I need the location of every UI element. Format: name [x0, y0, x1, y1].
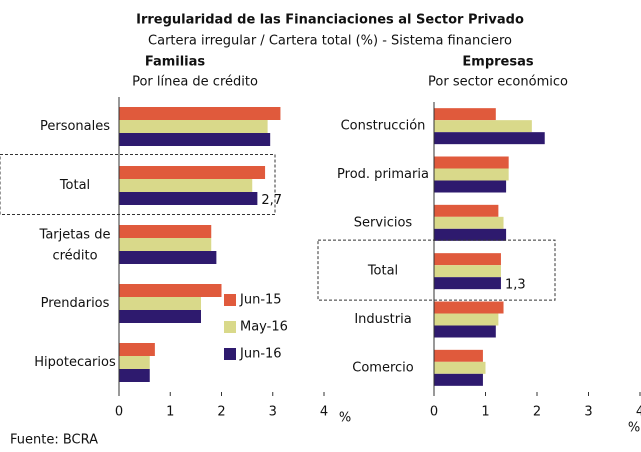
bar [119, 225, 212, 238]
bar [119, 179, 253, 192]
bar [119, 310, 201, 323]
bar [434, 132, 545, 145]
panel-title: Familias [145, 55, 206, 70]
highlight-box [0, 154, 276, 215]
bar [119, 284, 222, 297]
x-axis-label: % [628, 421, 640, 436]
legend-label: Jun-16 [239, 347, 282, 362]
bar [434, 216, 504, 229]
bar [119, 166, 266, 179]
x-tick-label: 0 [115, 405, 123, 420]
legend-swatch [224, 294, 236, 306]
bar [119, 369, 150, 382]
bar [119, 133, 271, 146]
bar [434, 253, 501, 266]
bar [119, 192, 258, 205]
y-tick-label: Prendarios [41, 296, 110, 311]
bar [119, 120, 268, 133]
bar [434, 301, 504, 314]
x-tick-label: 4 [636, 405, 641, 420]
value-label: 2,7 [261, 193, 282, 208]
x-tick-label: 3 [269, 405, 277, 420]
bar [434, 204, 499, 217]
x-tick-label: 4 [320, 405, 328, 420]
source: Fuente: BCRA [10, 433, 98, 448]
panel-subtitle: Por sector económico [428, 75, 568, 90]
bar [434, 373, 483, 386]
y-tick-label: Servicios [354, 215, 413, 230]
bar [434, 277, 501, 290]
bar [434, 265, 501, 278]
title: Irregularidad de las Financiaciones al S… [136, 13, 524, 28]
legend-label: Jun-15 [239, 293, 282, 308]
legend-swatch [224, 348, 236, 360]
x-tick-label: 2 [533, 405, 541, 420]
bar [119, 297, 201, 310]
bar [434, 156, 509, 169]
bar [119, 356, 150, 369]
y-tick-label: Total [59, 178, 90, 193]
bar [434, 361, 486, 374]
subtitle: Cartera irregular / Cartera total (%) - … [148, 34, 512, 49]
bar [119, 251, 217, 264]
x-tick-label: 1 [481, 405, 489, 420]
bar [119, 238, 212, 251]
bar [119, 107, 281, 120]
highlight-box [317, 239, 556, 301]
bar [434, 108, 496, 121]
y-tick-label: Comercio [352, 360, 414, 375]
x-tick-label: 2 [217, 405, 225, 420]
panel-subtitle: Por línea de crédito [132, 75, 258, 90]
bar [434, 168, 509, 181]
y-tick-label: Personales [40, 119, 110, 134]
bar [434, 120, 532, 133]
bar [434, 228, 507, 241]
x-tick-label: 0 [430, 405, 438, 420]
y-tick-label: Construcción [341, 119, 426, 134]
y-tick-label: Total [367, 264, 398, 279]
x-axis-label: % [339, 411, 351, 426]
y-tick-label: Hipotecarios [34, 355, 116, 370]
bar [434, 313, 499, 326]
bar [119, 343, 155, 356]
panel-title: Empresas [462, 55, 533, 70]
legend-label: May-16 [240, 320, 288, 335]
bar [434, 180, 507, 193]
y-tick-label: Industria [354, 312, 411, 327]
y-tick-label: Prod. primaria [337, 167, 429, 182]
legend-swatch [224, 321, 236, 333]
x-tick-label: 3 [584, 405, 592, 420]
x-tick-label: 1 [166, 405, 174, 420]
value-label: 1,3 [505, 278, 526, 293]
bar [434, 349, 483, 362]
bar [434, 325, 496, 338]
y-tick-label: Tarjetas de crédito [39, 227, 111, 263]
